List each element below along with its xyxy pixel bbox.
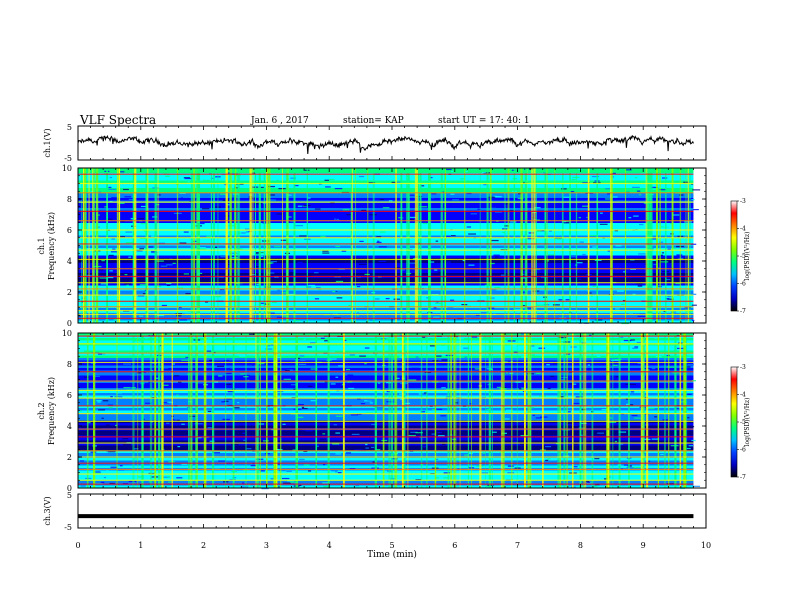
chart-title: VLF Spectra (80, 113, 157, 127)
ch1-spectrogram-image (78, 168, 701, 325)
x-tick-label: 2 (201, 541, 206, 550)
x-tick-label: 6 (452, 541, 457, 550)
frequency-tick-label: 2 (67, 453, 72, 462)
ch3-ylabel: ch.3(V) (43, 496, 52, 525)
ch1-ytick-top: 5 (67, 123, 72, 132)
colorbar-gradient (730, 366, 738, 478)
frequency-tick-label: 6 (67, 391, 72, 400)
ch1-ylabel: ch.1(V) (43, 128, 52, 157)
colorbar-gradient (730, 200, 738, 312)
x-tick-label: 0 (75, 541, 80, 550)
colorbar-tick-label: -4 (740, 226, 746, 233)
date-label: Jan. 6 , 2017 (251, 116, 309, 126)
x-tick-label: 1 (138, 541, 143, 550)
ch1-ytick-bottom: -5 (64, 154, 72, 163)
ch2-channel-label: ch.2 (37, 402, 46, 419)
ch1-waveform-trace (77, 134, 694, 155)
colorbar-tick-label: -4 (740, 392, 746, 399)
x-tick-label: 4 (327, 541, 332, 550)
frequency-tick-label: 8 (67, 360, 72, 369)
x-tick-label: 7 (515, 541, 520, 550)
ch1-channel-label: ch.1 (37, 237, 46, 254)
colorbar-tick-label: -3 (740, 198, 746, 205)
colorbar-tick-label: -7 (740, 474, 746, 481)
x-axis-label: Time (min) (367, 549, 417, 560)
ch1-frequency-label: Frequency (kHz) (47, 212, 56, 280)
colorbar-label: log(PSD)(V²/Hz) (744, 398, 751, 447)
station-label: station= KAP (343, 116, 404, 126)
ch3-ytick-bottom: -5 (64, 523, 72, 532)
x-tick-label: 9 (641, 541, 646, 550)
colorbar-tick-label: -6 (740, 447, 746, 454)
ch2-spectrogram-image (78, 333, 701, 490)
frequency-tick-label: 4 (67, 422, 72, 431)
frequency-tick-label: 10 (62, 329, 72, 338)
colorbar-tick-label: -7 (740, 308, 746, 315)
colorbar-label: log(PSD)(V²/Hz) (744, 232, 751, 281)
ch1-waveform-panel: 5 -5 ch.1(V) (43, 123, 707, 163)
colorbar-tick-label: -5 (740, 419, 746, 426)
frequency-tick-label: 0 (67, 484, 72, 493)
start-ut-label: start UT = 17: 40: 1 (438, 116, 530, 126)
x-tick-label: 5 (389, 541, 394, 550)
frequency-tick-label: 2 (67, 288, 72, 297)
frequency-tick-label: 6 (67, 226, 72, 235)
colorbar-tick-label: -5 (740, 253, 746, 260)
frequency-tick-label: 0 (67, 319, 72, 328)
ch2-spectrogram-panel: 0 2 4 6 8 10 ch.2 Frequency (kHz) -3 -4 -5 -6 -7 l… (37, 329, 751, 493)
x-tick-label: 8 (578, 541, 583, 550)
colorbar-tick-label: -3 (740, 364, 746, 371)
frequency-tick-label: 4 (67, 257, 72, 266)
ch2-frequency-label: Frequency (kHz) (47, 377, 56, 445)
ch2-colorbar: -3 -4 -5 -6 -7 log(PSD)(V²/Hz) (730, 364, 751, 481)
ch1-colorbar: -3 -4 -5 -6 -7 log(PSD)(V²/Hz) (730, 198, 751, 315)
ch3-ytick-top: 5 (67, 491, 72, 500)
x-axis-ticks: 0 1 2 3 4 5 6 7 8 9 10 (75, 541, 711, 550)
ch1-spectrogram-panel: 0 2 4 6 8 10 ch.1 Frequency (kHz) -3 -4 -5 -6 -7 l… (37, 164, 751, 328)
ch3-waveform-panel: 5 -5 ch.3(V) (43, 491, 707, 532)
x-tick-label: 10 (701, 541, 711, 550)
x-tick-label: 3 (264, 541, 269, 550)
frequency-tick-label: 10 (62, 164, 72, 173)
colorbar-tick-label: -6 (740, 281, 746, 288)
frequency-tick-label: 8 (67, 195, 72, 204)
